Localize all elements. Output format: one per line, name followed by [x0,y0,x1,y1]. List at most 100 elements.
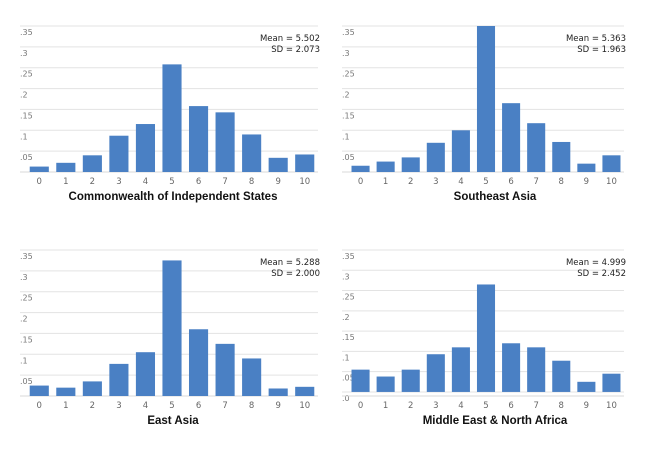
x-tick-label: 7 [533,177,538,187]
x-tick-label: 9 [584,177,589,187]
y-tick-label: .1 [342,132,350,141]
bar-5 [162,64,182,172]
x-tick-label: 5 [169,401,174,411]
bar-2 [401,157,420,172]
x-tick-label: 6 [196,401,201,411]
bar-3 [426,142,445,172]
x-tick-label: 9 [275,401,280,411]
x-tick-label: 2 [90,401,95,411]
bar-7 [527,123,546,172]
bar-1 [376,376,395,392]
x-tick-label: 3 [116,177,121,187]
chart-title: East Asia [147,415,199,427]
x-tick-label: 5 [483,401,488,411]
y-tick-label: .15 [342,333,355,342]
x-tick-label: 6 [508,177,513,187]
bar-8 [552,360,571,392]
x-tick-label: 5 [483,177,488,187]
y-tick-label: .1 [342,353,350,362]
bar-10 [295,154,315,172]
bar-3 [109,135,129,172]
chart-svg-mena: .0 .05 .1 .15 .2 .25 .3 .35 0 1 2 3 4 5 6 7 8 9 10 [342,249,624,411]
y-tick-label: .3 [342,272,350,281]
y-tick-label: .15 [20,111,33,120]
mean-label: Mean = 5.288 [259,258,320,268]
y-tick-label: .1 [20,132,28,141]
chart-title: Commonwealth of Independent States [68,191,278,203]
chart-title: Southeast Asia [453,191,537,203]
x-tick-label: 9 [275,177,280,187]
bar-1 [56,387,76,396]
chart-panel-mena: .0 .05 .1 .15 .2 .25 .3 .35 0 1 2 3 4 5 6 7 8 9 10 Mean = … [340,248,645,453]
y-tick-label: .05 [342,374,355,383]
chart-panel-east-asia: .05 .1 .15 .2 .25 .3 .35 0 1 2 3 4 5 6 7 8 9 10 Mean = 5.… [18,248,328,453]
bar-9 [268,388,288,396]
y-tick-label: .05 [342,153,355,162]
y-tick-label: .25 [20,70,33,79]
y-tick-label: .35 [20,252,33,261]
sd-label: SD = 2.452 [577,269,626,279]
x-tick-label: 7 [222,177,227,187]
bar-0 [351,165,370,172]
y-tick-label: .2 [20,315,28,324]
x-tick-label: 1 [63,401,68,411]
y-tick-label: .1 [20,356,28,365]
bar-0 [351,369,370,392]
bar-6 [502,103,521,172]
y-tick-label: .2 [342,313,350,322]
x-tick-label: 10 [299,401,310,411]
x-tick-label: 0 [358,401,363,411]
x-tick-label: 7 [533,401,538,411]
x-tick-label: 0 [37,177,42,187]
y-tick-label: .25 [20,294,33,303]
bar-4 [451,130,470,172]
x-tick-label: 10 [299,177,310,187]
stats-box-east-asia: Mean = 5.288 SD = 2.000 [260,258,320,280]
x-tick-label: 6 [508,401,513,411]
bar-0 [29,385,49,396]
x-tick-label: 4 [458,177,463,187]
bar-0 [29,166,49,172]
bar-3 [109,363,129,396]
bar-6 [502,343,521,392]
chart-svg-cis: .05 .1 .15 .2 .25 .3 .35 0 1 2 3 4 5 6 7 8 9 10 [20,25,318,187]
y-tick-label: .15 [342,111,355,120]
stats-box-mena: Mean = 4.999 SD = 2.452 [566,258,626,280]
y-tick-label: .05 [20,153,33,162]
bar-10 [602,155,621,172]
bar-4 [451,347,470,392]
chart-panel-southeast-asia: .05 .1 .15 .2 .25 .3 .35 0 1 2 3 4 5 6 7 8 9 10 Mean = 5.… [340,14,645,219]
stats-box-cis: Mean = 5.502 SD = 2.073 [260,34,320,56]
x-tick-label: 3 [116,401,121,411]
x-tick-label: 3 [433,401,438,411]
bar-10 [602,373,621,392]
bar-9 [577,381,596,392]
x-tick-label: 1 [63,177,68,187]
bar-2 [82,155,102,172]
x-tick-label: 8 [559,401,564,411]
chart-svg-east-asia: .05 .1 .15 .2 .25 .3 .35 0 1 2 3 4 5 6 7 8 9 10 [20,249,318,411]
x-tick-label: 10 [606,177,617,187]
x-tick-label: 4 [143,177,148,187]
bar-2 [401,369,420,392]
sd-label: SD = 2.073 [271,45,320,55]
x-tick-label: 6 [196,177,201,187]
x-tick-label: 4 [458,401,463,411]
x-tick-label: 8 [249,401,254,411]
y-tick-label: .35 [20,28,33,37]
sd-label: SD = 2.000 [271,269,320,279]
bar-5 [162,260,182,396]
y-tick-label: .35 [342,28,355,37]
bar-6 [188,329,209,396]
x-tick-label: 5 [169,177,174,187]
x-tick-label: 2 [408,401,413,411]
x-tick-label: 7 [222,401,227,411]
x-tick-label: 4 [143,401,148,411]
x-tick-label: 3 [433,177,438,187]
bar-8 [242,358,262,396]
x-tick-label: 8 [249,177,254,187]
x-tick-label: 1 [383,177,388,187]
bar-8 [552,141,571,172]
y-tick-label: .25 [342,293,355,302]
sd-label: SD = 1.963 [577,45,626,55]
